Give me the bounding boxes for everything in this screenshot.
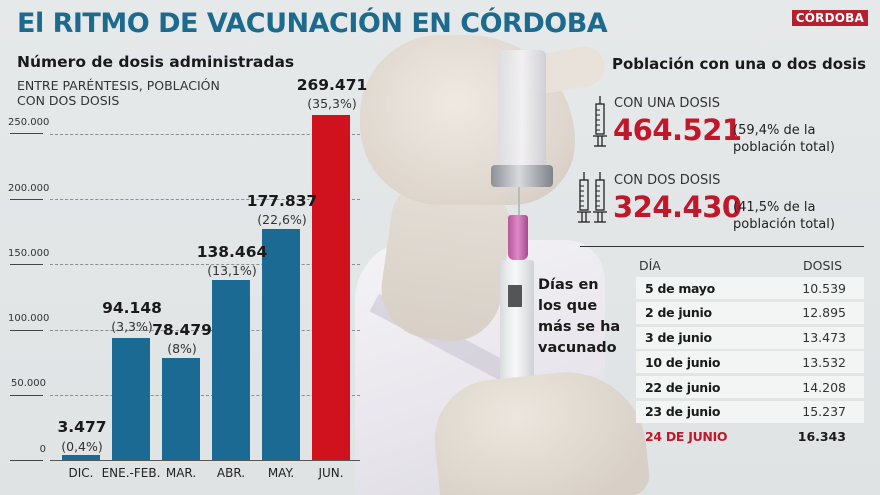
row-day: 5 de mayo xyxy=(645,280,715,296)
y-tick-250000: 250.000 xyxy=(8,117,50,128)
one-dose-note: (59,4% de la población total) xyxy=(733,122,873,156)
row-doses: 16.343 xyxy=(797,429,846,445)
bar-pct-ene-feb: (3,3%) xyxy=(111,319,153,334)
y-tick-0: 0 xyxy=(39,444,46,455)
section-divider xyxy=(580,246,864,247)
vaccine-vial xyxy=(498,50,546,175)
two-doses-label: CON DOS DOSIS xyxy=(614,173,721,188)
row-doses: 13.532 xyxy=(802,354,846,370)
column-header-day: DÍA xyxy=(639,258,661,273)
syringe-icon xyxy=(593,96,607,147)
y-tick-underline xyxy=(10,460,43,461)
bar-pct-mar: (8%) xyxy=(167,341,197,356)
bar-value-may: 177.837 xyxy=(246,192,318,210)
needle-hub xyxy=(508,215,528,260)
table-row: 23 de junio 15.237 xyxy=(636,400,864,423)
one-dose-label: CON UNA DOSIS xyxy=(614,96,721,111)
bar-pct-abr: (13,1%) xyxy=(207,263,257,278)
row-day: 22 de junio xyxy=(645,379,721,395)
table-row: 5 de mayo 10.539 xyxy=(636,277,864,299)
vial-cap xyxy=(491,165,553,187)
y-tick-underline xyxy=(10,199,43,200)
top-days-title-line: más se ha xyxy=(538,319,621,335)
x-label-dic: DIC. xyxy=(68,466,94,480)
syringe-icon xyxy=(577,172,591,223)
row-day: 2 de junio xyxy=(645,305,712,321)
row-doses: 15.237 xyxy=(802,404,846,420)
y-tick-underline xyxy=(10,264,43,265)
grid-line xyxy=(50,395,360,396)
row-doses: 10.539 xyxy=(802,280,846,296)
bar-pct-may: (22,6%) xyxy=(257,212,307,227)
row-day: 10 de junio xyxy=(645,354,721,370)
population-title: Población con una o dos dosis xyxy=(612,55,867,73)
bar-may xyxy=(262,229,300,460)
table-row: 3 de junio 13.473 xyxy=(636,326,864,349)
x-label-abr: ABR. xyxy=(216,466,246,480)
row-doses: 13.473 xyxy=(802,330,846,346)
two-doses-note: (41,5% de la población total) xyxy=(733,199,873,233)
bar-abr xyxy=(212,280,250,460)
bar-mar xyxy=(162,358,200,460)
x-label-may: MAY. xyxy=(267,466,295,480)
brand-logo: CÓRDOBA xyxy=(791,10,868,26)
x-label-ene-feb: ENE.-FEB. xyxy=(101,466,161,480)
top-days-title-line: Días en xyxy=(538,277,599,293)
needle xyxy=(518,187,520,227)
chart-title: Número de dosis administradas xyxy=(17,53,295,71)
bar-dic xyxy=(62,455,100,460)
top-days-title: Días en los que más se ha vacunado xyxy=(538,275,628,359)
syringe-icon xyxy=(593,172,607,223)
bar-pct-jun: (35,3%) xyxy=(307,96,357,111)
two-doses-note-line-1: (41,5% de la xyxy=(733,200,816,215)
subtitle-line-1: ENTRE PARÉNTESIS, POBLACIÓN xyxy=(17,78,220,93)
grid-line xyxy=(50,134,360,135)
bar-value-dic: 3.477 xyxy=(57,418,107,436)
x-axis xyxy=(50,460,360,461)
table-row: 10 de junio 13.532 xyxy=(636,351,864,374)
grid-line xyxy=(50,264,360,265)
column-header-doses: DOSIS xyxy=(803,258,843,273)
page-title: El RITMO DE VACUNACIÓN EN CÓRDOBA xyxy=(17,8,608,39)
row-doses: 12.895 xyxy=(802,305,846,321)
y-tick-underline xyxy=(10,395,43,396)
y-tick-200000: 200.000 xyxy=(8,183,50,194)
y-tick-underline xyxy=(10,330,43,331)
y-tick-50000: 50.000 xyxy=(11,378,46,389)
top-days-table: 5 de mayo 10.539 2 de junio 12.895 3 de … xyxy=(636,277,864,451)
vaccination-photo xyxy=(355,0,652,495)
bar-pct-dic: (0,4%) xyxy=(61,439,103,454)
bar-value-ene-feb: 94.148 xyxy=(102,299,162,317)
top-days-title-line: vacunado xyxy=(538,340,617,356)
bar-jun xyxy=(312,115,350,460)
two-doses-value: 324.430 xyxy=(613,190,742,224)
row-day: 3 de junio xyxy=(645,330,712,346)
row-day: 23 de junio xyxy=(645,404,721,420)
table-row: 2 de junio 12.895 xyxy=(636,301,864,324)
one-dose-value: 464.521 xyxy=(613,113,742,147)
syringe-barrel xyxy=(500,260,534,390)
subtitle-line-2: CON DOS DOSIS xyxy=(17,93,120,108)
one-dose-note-line-2: población total) xyxy=(733,140,835,155)
x-label-mar: MAR. xyxy=(165,466,197,480)
bar-value-mar: 78.479 xyxy=(152,321,212,339)
one-dose-note-line-1: (59,4% de la xyxy=(733,123,816,138)
row-day: 24 DE JUNIO xyxy=(645,429,728,445)
chart-subtitle: ENTRE PARÉNTESIS, POBLACIÓN CON DOS DOSI… xyxy=(17,78,257,108)
x-label-jun: JUN. xyxy=(318,466,344,480)
bar-value-jun: 269.471 xyxy=(296,76,368,94)
grid-line xyxy=(50,199,360,200)
y-tick-underline xyxy=(10,133,43,134)
table-row: 22 de junio 14.208 xyxy=(636,376,864,399)
table-row-highlight: 24 DE JUNIO 16.343 xyxy=(636,426,864,448)
y-tick-100000: 100.000 xyxy=(8,313,50,324)
bar-ene-feb xyxy=(112,338,150,460)
top-days-title-line: los que xyxy=(538,298,598,314)
bar-value-abr: 138.464 xyxy=(196,243,268,261)
row-doses: 14.208 xyxy=(802,379,846,395)
two-doses-note-line-2: población total) xyxy=(733,217,835,232)
grid-line xyxy=(50,330,360,331)
y-tick-150000: 150.000 xyxy=(8,248,50,259)
